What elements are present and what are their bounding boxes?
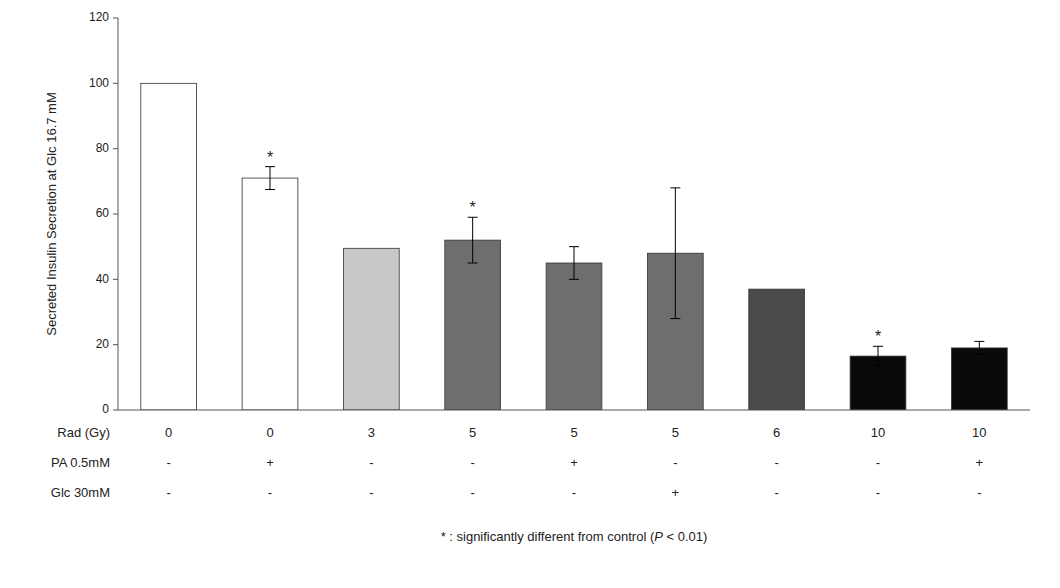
y-tick-label: 60 [96,206,110,220]
table-cell: - [774,455,778,470]
footnote-italic: P [654,529,663,544]
y-tick [113,214,118,215]
x-axis-line [118,410,1030,411]
table-cell: - [876,455,880,470]
table-cell: + [976,455,984,470]
table-cell: 3 [368,425,375,440]
significance-marker: * [470,199,476,216]
y-tick [113,148,118,149]
bar [951,348,1007,410]
table-cell: - [369,455,373,470]
footnote-prefix: * : significantly different from control… [441,529,655,544]
error-bar [974,341,984,354]
table-cell: + [570,455,578,470]
bar [141,83,197,410]
y-tick [113,18,118,19]
table-cell: - [876,485,880,500]
error-bar [873,346,883,366]
error-bar [468,217,478,263]
table-cell: - [470,455,474,470]
table-cell: - [166,455,170,470]
bar [749,289,805,410]
table-cell: 0 [165,425,172,440]
table-cell: - [572,485,576,500]
y-tick [113,279,118,280]
table-cell: 5 [672,425,679,440]
table-row-label: Rad (Gy) [57,425,110,440]
table-cell: - [369,485,373,500]
table-cell: + [672,485,680,500]
y-tick-label: 0 [102,402,109,416]
table-cell: - [774,485,778,500]
table-cell: 6 [773,425,780,440]
table-cell: 10 [871,425,885,440]
table-cell: 5 [469,425,476,440]
error-bar [670,188,680,319]
table-cell: - [166,485,170,500]
significance-marker: * [875,328,881,345]
y-tick-label: 40 [96,272,110,286]
y-tick [113,410,118,411]
table-row-label: PA 0.5mM [51,455,110,470]
bar [242,178,298,410]
table-cell: 5 [570,425,577,440]
footnote: * : significantly different from control… [441,529,708,544]
y-tick [113,344,118,345]
table-cell: - [268,485,272,500]
y-tick-label: 20 [96,337,110,351]
bar [445,240,501,410]
y-tick-label: 80 [96,141,110,155]
error-bar [265,167,275,190]
table-cell: + [266,455,274,470]
error-bar [569,247,579,280]
table-cell: - [673,455,677,470]
footnote-suffix: < 0.01) [663,529,707,544]
table-row-label: Glc 30mM [51,485,110,500]
bars [141,83,1007,410]
table-cell: - [470,485,474,500]
bar [546,263,602,410]
table-cell: 0 [266,425,273,440]
table-cell: - [977,485,981,500]
y-tick [113,83,118,84]
bar [343,248,399,410]
y-tick-label: 100 [89,76,109,90]
y-tick-label: 120 [89,10,109,24]
table-cell: 10 [972,425,986,440]
chart: 020406080100120Secreted Insulin Secretio… [0,0,1060,588]
significance-marker: * [267,149,273,166]
y-axis-label: Secreted Insulin Secretion at Glc 16.7 m… [44,92,59,336]
